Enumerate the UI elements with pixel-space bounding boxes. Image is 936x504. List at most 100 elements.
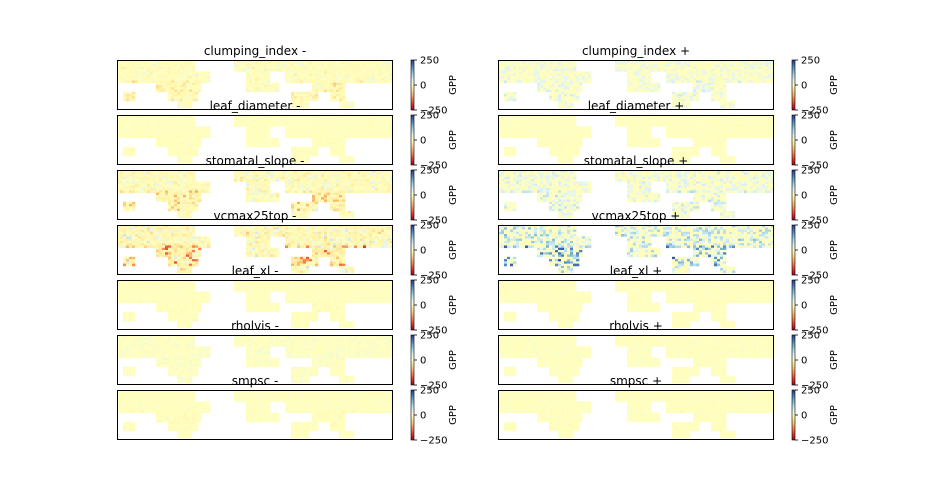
heatmap-cell: [156, 130, 160, 134]
heatmap-cell: [288, 80, 292, 84]
heatmap-cell: [330, 128, 334, 132]
heatmap-cell: [708, 82, 712, 86]
heatmap-cell: [126, 149, 130, 152]
heatmap-cell: [549, 91, 553, 95]
heatmap-cell: [528, 117, 532, 120]
heatmap-cell: [672, 69, 676, 72]
heatmap-cell: [141, 124, 145, 127]
heatmap-cell: [750, 62, 754, 65]
heatmap-cell: [369, 181, 373, 184]
heatmap-cell: [735, 62, 739, 65]
heatmap-cell: [297, 124, 301, 127]
heatmap-cell: [342, 153, 346, 157]
heatmap-cell: [576, 142, 580, 145]
heatmap-cell: [126, 60, 130, 63]
heatmap-cell: [624, 69, 628, 72]
heatmap-cell: [156, 66, 160, 70]
heatmap-cell: [549, 142, 553, 145]
heatmap-cell: [261, 60, 265, 63]
heatmap-cell: [276, 124, 280, 127]
heatmap-cell: [123, 153, 127, 157]
heatmap-cell: [567, 89, 571, 93]
heatmap-cell: [723, 151, 727, 154]
heatmap-cell: [195, 137, 199, 141]
heatmap-cell: [504, 64, 508, 68]
heatmap-cell: [663, 119, 667, 123]
heatmap-cell: [141, 170, 145, 173]
heatmap-cell: [276, 142, 280, 145]
heatmap-cell: [249, 181, 253, 184]
heatmap-cell: [540, 73, 544, 77]
heatmap-cell: [525, 126, 529, 129]
heatmap-cell: [336, 137, 340, 141]
heatmap-cell: [189, 151, 193, 154]
heatmap-cell: [147, 179, 151, 182]
heatmap-cell: [642, 64, 646, 68]
heatmap-cell: [687, 64, 691, 68]
heatmap-cell: [723, 64, 727, 68]
heatmap-cell: [168, 119, 172, 123]
heatmap-cell: [363, 60, 367, 63]
heatmap-cell: [375, 181, 379, 184]
heatmap-cell: [171, 80, 175, 84]
heatmap-cells: [117, 170, 394, 219]
heatmap-cell: [552, 133, 556, 136]
heatmap-cell: [324, 78, 328, 81]
heatmap-cell: [141, 176, 145, 180]
heatmap-cell: [147, 66, 151, 70]
heatmap-cell: [300, 185, 304, 189]
heatmap-cell: [513, 135, 517, 139]
heatmap-cell: [504, 151, 508, 154]
heatmap-cell: [258, 183, 262, 187]
heatmap-cell: [264, 80, 268, 84]
heatmap-cell: [714, 78, 718, 81]
heatmap-cell: [303, 128, 307, 132]
heatmap-cell: [174, 142, 178, 145]
heatmap-cell: [546, 137, 550, 141]
heatmap-cell: [183, 91, 187, 95]
heatmap-cell: [321, 85, 325, 88]
heatmap-cell: [765, 121, 769, 125]
heatmap-cell: [528, 130, 532, 134]
heatmap-cell: [177, 75, 181, 79]
heatmap-cell: [246, 183, 250, 187]
heatmap-cell: [192, 137, 196, 141]
heatmap-cell: [549, 85, 553, 88]
heatmap-cell: [324, 130, 328, 134]
heatmap-cell: [510, 121, 514, 125]
heatmap-cell: [168, 170, 172, 173]
heatmap-cell: [366, 128, 370, 132]
heatmap-cell: [531, 64, 535, 68]
heatmap-cell: [180, 105, 184, 109]
heatmap-cell: [252, 121, 256, 125]
heatmap-cell: [189, 98, 193, 102]
heatmap-cell: [516, 62, 520, 65]
heatmap-cell: [576, 91, 580, 95]
heatmap-cell: [723, 60, 727, 63]
heatmap-cell: [336, 124, 340, 127]
heatmap-cell: [372, 130, 376, 134]
heatmap-cell: [348, 183, 352, 187]
heatmap-cell: [510, 149, 514, 152]
heatmap-cell: [642, 62, 646, 65]
heatmap-cell: [300, 160, 304, 164]
heatmap-cell: [192, 128, 196, 132]
heatmap-cell: [759, 135, 763, 139]
heatmap-cell: [390, 135, 394, 139]
heatmap-cell: [513, 126, 517, 129]
heatmap-cell: [138, 119, 142, 123]
heatmap-cell: [633, 126, 637, 129]
heatmap-cell: [762, 64, 766, 68]
heatmap-cell: [675, 78, 679, 81]
heatmap-cell: [564, 137, 568, 141]
heatmap-cell: [378, 176, 382, 180]
heatmap-cell: [168, 85, 172, 88]
heatmap-cell: [507, 151, 511, 154]
heatmap-cell: [681, 158, 685, 161]
heatmap-cell: [663, 60, 667, 63]
heatmap-cell: [687, 94, 691, 97]
heatmap-cell: [345, 130, 349, 134]
heatmap-cell: [666, 121, 670, 125]
heatmap-cell: [159, 85, 163, 88]
heatmap-cell: [153, 62, 157, 65]
